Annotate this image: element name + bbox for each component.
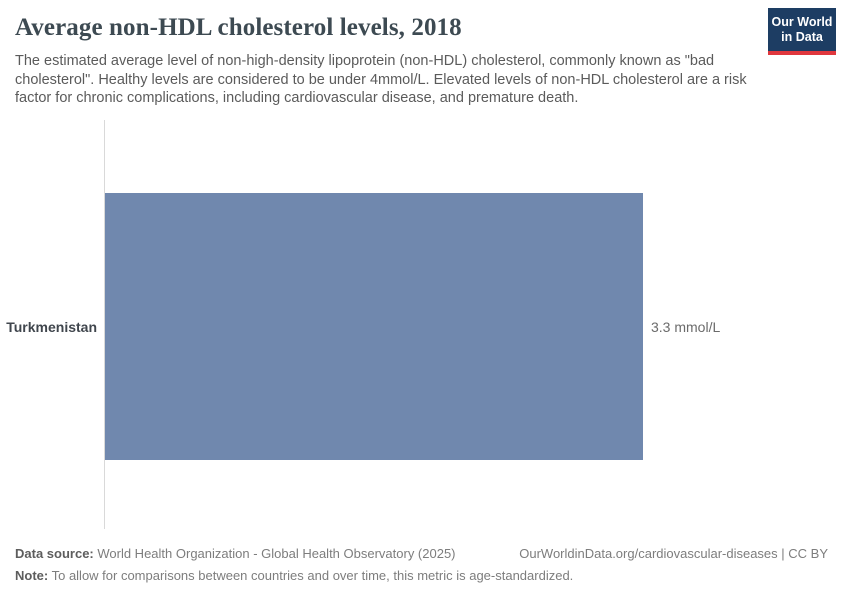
owid-logo-line1: Our World	[771, 15, 833, 29]
footer-note-text: To allow for comparisons between countri…	[48, 568, 574, 583]
footer-note: Note: To allow for comparisons between c…	[15, 568, 573, 583]
chart-title: Average non-HDL cholesterol levels, 2018	[15, 14, 462, 41]
footer-datasource: Data source: World Health Organization -…	[15, 546, 456, 561]
chart-subtitle: The estimated average level of non-high-…	[15, 53, 747, 106]
owid-logo-line2: in Data	[781, 30, 823, 44]
entity-label-turkmenistan[interactable]: Turkmenistan	[6, 319, 97, 335]
bar-value-label: 3.3 mmol/L	[651, 319, 721, 335]
bar-turkmenistan[interactable]	[105, 193, 643, 460]
bar-track	[105, 193, 643, 460]
footer-datasource-label: Data source:	[15, 546, 94, 561]
owid-logo[interactable]: Our World in Data	[768, 8, 836, 55]
footer-rights-link[interactable]: OurWorldinData.org/cardiovascular-diseas…	[519, 546, 828, 561]
y-axis-line	[104, 120, 105, 529]
footer-note-label: Note:	[15, 568, 49, 583]
footer-datasource-text: World Health Organization - Global Healt…	[93, 546, 456, 561]
